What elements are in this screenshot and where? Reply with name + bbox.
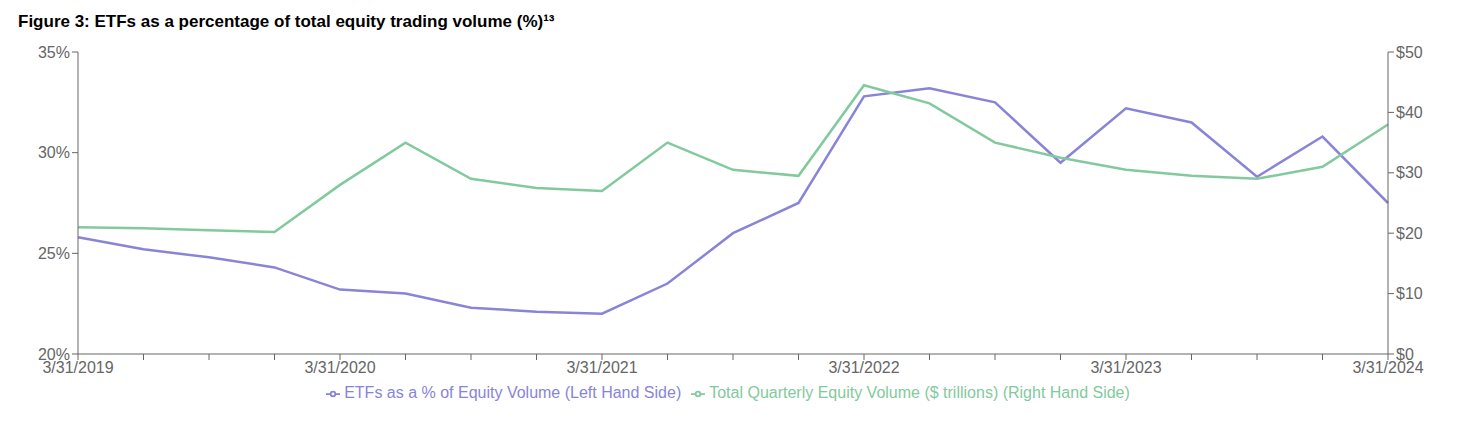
svg-text:3/31/2022: 3/31/2022 bbox=[828, 359, 899, 376]
svg-text:3/31/2024: 3/31/2024 bbox=[1352, 359, 1424, 377]
svg-text:3/31/2021: 3/31/2021 bbox=[566, 359, 637, 376]
svg-text:25%: 25% bbox=[38, 245, 70, 262]
svg-text:$10: $10 bbox=[1396, 285, 1423, 302]
svg-text:$0: $0 bbox=[1396, 346, 1414, 363]
svg-text:$20: $20 bbox=[1396, 225, 1423, 242]
html-text:ETFs as a % of Equity Volume (: ETFs as a % of Equity Volume (Left Hand … bbox=[344, 384, 682, 401]
html-text:Total Quarterly Equity Volume: Total Quarterly Equity Volume ($ trillio… bbox=[709, 384, 1130, 401]
svg-text:20%: 20% bbox=[38, 346, 70, 363]
svg-text:$40: $40 bbox=[1396, 104, 1423, 121]
svg-text:35%: 35% bbox=[38, 44, 70, 61]
svg-text:3/31/2023: 3/31/2023 bbox=[1090, 359, 1161, 376]
svg-text:$30: $30 bbox=[1396, 164, 1423, 181]
html-text:Figure 3: ETFs as a percentage: Figure 3: ETFs as a percentage of total … bbox=[18, 12, 555, 31]
svg-text:3/31/2020: 3/31/2020 bbox=[304, 359, 375, 376]
svg-text:30%: 30% bbox=[38, 144, 70, 161]
svg-text:3/31/2019: 3/31/2019 bbox=[42, 359, 114, 377]
svg-text:$50: $50 bbox=[1396, 44, 1423, 61]
